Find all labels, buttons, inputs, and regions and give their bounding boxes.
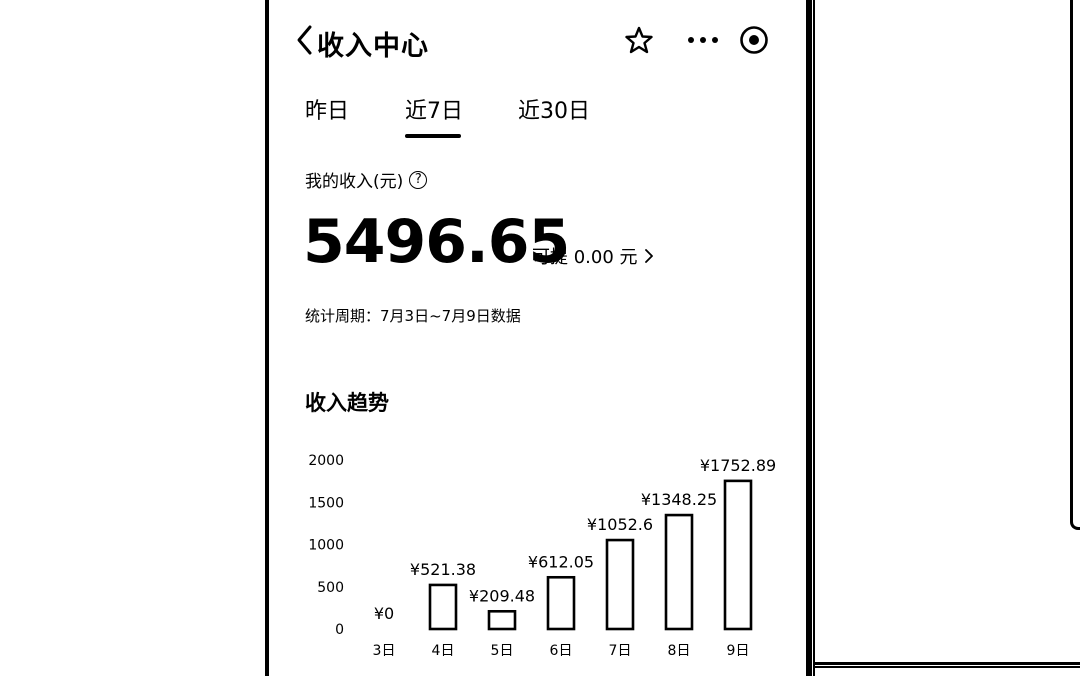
bar-value-label: ¥0 — [374, 604, 394, 623]
x-tick-label: 7日 — [609, 643, 632, 659]
more-icon — [688, 37, 718, 43]
bar-value-label: ¥612.05 — [528, 552, 594, 571]
tab-last-7-days[interactable]: 近7日 — [405, 99, 463, 124]
chevron-right-icon — [644, 249, 653, 263]
income-label: 我的收入(元) ? — [305, 167, 428, 192]
target-icon — [740, 26, 768, 54]
withdraw-text: 可提 0.00 元 — [532, 247, 638, 268]
target-button[interactable] — [736, 22, 772, 58]
bar — [723, 479, 753, 631]
x-tick-label: 4日 — [432, 643, 455, 659]
favorite-button[interactable] — [621, 22, 657, 58]
x-tick-label: 5日 — [491, 643, 514, 659]
x-tick-label: 8日 — [668, 643, 691, 659]
header: 收入中心 — [269, 14, 806, 66]
y-tick-label: 0 — [335, 622, 344, 638]
active-tab-indicator — [405, 134, 461, 138]
y-tick-label: 2000 — [308, 453, 344, 469]
help-icon[interactable]: ? — [409, 170, 428, 189]
more-button[interactable] — [685, 22, 721, 58]
bar-value-label: ¥521.38 — [410, 560, 476, 579]
frame-line-right — [806, 0, 812, 676]
y-tick-label: 500 — [317, 580, 344, 596]
bar — [546, 575, 576, 631]
trend-title: 收入趋势 — [305, 391, 389, 415]
withdraw-link[interactable]: 可提 0.00 元 — [532, 243, 654, 269]
income-amount: 5496.65 — [303, 207, 570, 277]
bar-chart-svg: 2000 1500 1000 500 0 ¥0 3日 ¥521.38 4日 ¥209.48 5日 ¥6… — [308, 453, 776, 659]
date-range-tabs: 昨日 近7日 近30日 — [269, 96, 806, 140]
frame-bottom-right — [814, 662, 1080, 668]
back-button[interactable] — [291, 22, 319, 58]
bar — [664, 513, 694, 631]
x-tick-label: 3日 — [373, 643, 396, 659]
y-tick-label: 1500 — [308, 495, 344, 511]
x-tick-label: 9日 — [727, 643, 750, 659]
bar — [487, 609, 517, 631]
bar — [428, 583, 458, 631]
frame-far-right — [1070, 0, 1080, 530]
bar-value-label: ¥1348.25 — [641, 490, 717, 509]
app-panel: 收入中心 昨日 近7日 — [269, 0, 806, 676]
chevron-left-icon — [297, 25, 312, 55]
y-tick-label: 1000 — [308, 538, 344, 554]
tab-yesterday[interactable]: 昨日 — [305, 99, 350, 124]
bar-value-label: ¥209.48 — [469, 586, 535, 605]
frame-line-left — [265, 0, 269, 676]
bar-value-label: ¥1752.89 — [700, 456, 776, 475]
page-title: 收入中心 — [317, 31, 429, 62]
star-icon — [625, 26, 653, 54]
bar — [605, 538, 635, 631]
tab-last-30-days[interactable]: 近30日 — [518, 99, 590, 124]
income-trend-chart: 2000 1500 1000 500 0 ¥0 3日 ¥521.38 4日 ¥209.48 5日 ¥6… — [269, 440, 806, 676]
stat-period: 统计周期：7月3日~7月9日数据 — [305, 307, 521, 325]
x-tick-label: 6日 — [550, 643, 573, 659]
income-label-text: 我的收入(元) — [305, 172, 404, 192]
bar-value-label: ¥1052.6 — [587, 515, 653, 534]
frame-line-right-inner — [813, 0, 815, 676]
